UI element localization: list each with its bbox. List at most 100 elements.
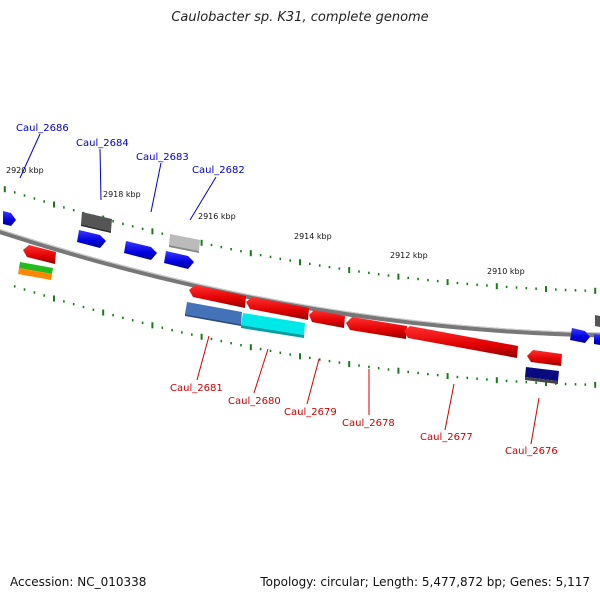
tick-mark [289, 353, 291, 356]
gene-feature[interactable] [23, 245, 56, 264]
tick-mark [230, 342, 232, 345]
tick-mark [446, 279, 449, 286]
leader-lines-upper [19, 133, 217, 221]
gene-feature[interactable] [309, 310, 345, 328]
tick-mark [299, 353, 301, 360]
tick-mark [348, 267, 351, 274]
tick-mark [338, 361, 341, 364]
gene-label[interactable]: Caul_2683 [136, 152, 189, 163]
tick-mark [387, 274, 390, 277]
gene-feature[interactable] [18, 262, 53, 280]
tick-mark [210, 337, 213, 341]
diagram-title: Caulobacter sp. K31, complete genome [171, 10, 429, 25]
tick-mark [122, 222, 124, 225]
gene-label[interactable]: Caul_2681 [170, 383, 223, 394]
tick-mark [43, 200, 45, 203]
gene-feature[interactable] [124, 241, 157, 260]
tick-mark [191, 333, 193, 336]
tick-mark [112, 220, 114, 223]
gene-feature[interactable] [169, 234, 200, 253]
tick-mark [564, 288, 567, 292]
tick-mark [3, 186, 6, 193]
tick-mark [220, 339, 223, 343]
gene-feature[interactable] [570, 328, 590, 343]
gene-feature[interactable] [81, 212, 112, 233]
gene-label[interactable]: Caul_2680 [228, 396, 281, 407]
tick-mark [574, 289, 577, 292]
gene-label[interactable]: Caul_2678 [342, 418, 395, 429]
tick-mark [515, 380, 518, 383]
kbp-label: 2914 kbp [294, 232, 332, 241]
gene-feature[interactable] [404, 326, 518, 358]
tick-mark [594, 381, 597, 388]
tick-mark [289, 259, 291, 262]
gene-feature[interactable] [594, 334, 600, 345]
gene-feature[interactable] [595, 315, 600, 327]
tick-mark [368, 365, 370, 369]
tick-mark [151, 228, 154, 235]
tick-mark [279, 257, 282, 260]
tick-mark [23, 194, 26, 197]
tick-mark [161, 326, 164, 329]
tick-mark [210, 243, 213, 247]
kbp-label: 2916 kbp [198, 212, 236, 221]
genome-summary: Topology: circular; Length: 5,477,872 bp… [260, 575, 590, 589]
gene-label[interactable]: Caul_2682 [192, 165, 245, 176]
gene-feature[interactable] [189, 285, 246, 308]
gene-label[interactable]: Caul_2684 [76, 138, 129, 149]
gene-label[interactable]: Caul_2679 [284, 407, 337, 418]
tick-mark [387, 368, 390, 371]
tick-mark [495, 377, 498, 384]
gene-label[interactable]: Caul_2676 [505, 446, 558, 457]
tick-mark [299, 259, 301, 266]
tick-mark [328, 359, 331, 363]
tick-mark [486, 378, 488, 381]
tick-mark [309, 356, 311, 360]
tick-mark [141, 227, 144, 230]
gene-feature[interactable] [525, 367, 559, 384]
gene-label[interactable]: Caul_2686 [16, 123, 69, 134]
gene-feature[interactable] [185, 302, 242, 326]
tick-mark [564, 382, 567, 386]
gene-feature[interactable] [3, 211, 16, 226]
gene-feature[interactable] [246, 297, 309, 320]
gene-feature[interactable] [164, 251, 194, 269]
tick-mark [368, 271, 370, 275]
tick-mark [456, 281, 459, 285]
tick-mark [269, 349, 272, 353]
tick-row-lower [13, 285, 597, 388]
tick-mark [249, 344, 252, 351]
tick-mark [417, 371, 419, 375]
tick-mark [43, 294, 45, 297]
tick-mark [309, 262, 311, 266]
tick-mark [63, 206, 65, 209]
tick-mark [240, 250, 242, 253]
gene-feature[interactable] [346, 317, 407, 339]
tick-mark [131, 225, 134, 228]
tick-mark [377, 367, 380, 370]
tick-mark [249, 250, 252, 257]
gene-feature[interactable] [241, 313, 305, 338]
tick-mark [53, 295, 55, 302]
tick-mark [358, 364, 360, 367]
kbp-label: 2920 kbp [6, 166, 44, 175]
gene-feature[interactable] [527, 350, 562, 366]
tick-mark [545, 380, 547, 387]
gene-label[interactable]: Caul_2677 [420, 432, 473, 443]
tick-mark [505, 379, 508, 383]
tick-mark [427, 372, 429, 376]
tick-mark [318, 358, 321, 361]
tick-mark [13, 285, 16, 288]
tick-mark [476, 377, 478, 380]
tick-mark [338, 267, 341, 270]
tick-mark [594, 287, 597, 294]
tick-mark [63, 300, 65, 303]
tick-mark [476, 283, 478, 286]
tick-mark [486, 284, 488, 287]
tick-mark [240, 344, 242, 347]
tick-mark [397, 367, 400, 374]
tick-mark [525, 286, 528, 290]
tick-mark [505, 285, 508, 289]
gene-feature[interactable] [77, 230, 106, 248]
tick-mark [72, 303, 75, 306]
